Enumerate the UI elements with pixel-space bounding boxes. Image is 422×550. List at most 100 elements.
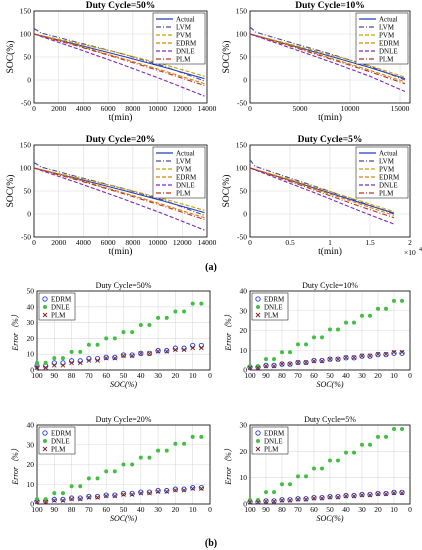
y-tick-label: 20 <box>27 334 35 343</box>
point-plm <box>43 365 48 370</box>
y-axis-label: SOC(%) <box>5 175 16 208</box>
chart-title: Duty Cycle=10% <box>302 281 358 290</box>
y-axis-label: SOC(%) <box>221 175 232 208</box>
chart-title: Duty Cycle=10% <box>295 1 365 11</box>
x-tick-label: 50 <box>120 371 128 380</box>
legend-swatch-plm <box>42 312 48 318</box>
point-plm <box>271 499 277 504</box>
point-plm <box>86 495 92 500</box>
legend-label: EDRM <box>176 40 197 48</box>
series-line-dnle <box>249 33 406 93</box>
y-tick-label: 0 <box>27 76 31 85</box>
series-line-lvm <box>33 28 205 82</box>
point-plm <box>121 492 126 497</box>
point-plm <box>51 362 57 368</box>
point-plm <box>43 499 48 505</box>
point-dnle <box>35 360 39 365</box>
y-tick-label: 150 <box>236 7 248 16</box>
series-line-lvm <box>33 162 205 216</box>
figure-label-b: (b) <box>205 538 217 549</box>
x-tick-label: 14000 <box>198 238 217 247</box>
x-tick-label: 80 <box>68 371 76 380</box>
point-dnle <box>392 298 396 303</box>
point-plm <box>164 489 170 494</box>
point-dnle <box>182 441 187 446</box>
point-dnle <box>69 484 74 489</box>
point-edrm <box>351 355 357 361</box>
x-axis-label: t(min) <box>318 112 342 123</box>
x-tick-label: 60 <box>310 505 318 514</box>
point-plm <box>399 490 405 496</box>
legend-label: LVM <box>379 24 395 32</box>
point-dnle <box>156 315 161 320</box>
point-plm <box>147 351 152 356</box>
legend-label: PLM <box>264 312 279 320</box>
point-plm <box>271 363 277 369</box>
x-tick-label: 30 <box>358 371 366 380</box>
chart-title: Duty Cycle=20% <box>86 135 156 145</box>
legend-box <box>152 146 206 199</box>
y-tick-label: 0 <box>27 210 31 219</box>
point-dnle <box>384 306 388 311</box>
point-edrm <box>383 351 389 358</box>
y-tick-label: 10 <box>27 350 35 359</box>
point-plm <box>367 353 373 359</box>
legend-label: EDRM <box>379 174 400 182</box>
point-edrm <box>60 496 66 503</box>
series-line-plm <box>249 167 395 219</box>
point-edrm <box>383 490 389 497</box>
point-edrm <box>351 492 357 499</box>
legend-label: DNLE <box>264 438 283 446</box>
point-edrm <box>279 497 285 503</box>
x-tick-label: 0 <box>248 238 252 247</box>
legend-swatch-edrm <box>42 430 48 436</box>
series-line-actual <box>33 167 205 214</box>
y-tick-label: 50 <box>27 287 35 296</box>
legend-swatch-dnle <box>256 439 260 443</box>
point-edrm <box>51 496 57 503</box>
legend-label: EDRM <box>51 430 72 438</box>
point-dnle <box>60 491 65 496</box>
y-tick-label: 0 <box>30 500 34 509</box>
x-axis-label: t(min) <box>109 112 133 123</box>
point-edrm <box>190 484 196 491</box>
point-edrm <box>86 493 92 500</box>
point-edrm <box>311 357 317 364</box>
y-axis-label: SOC(%) <box>5 41 16 74</box>
point-plm <box>263 363 269 369</box>
legend-label: PLM <box>51 446 66 454</box>
point-dnle <box>156 448 161 453</box>
point-dnle <box>312 335 316 340</box>
x-tick-label: 10 <box>189 371 197 380</box>
point-plm <box>295 496 301 502</box>
y-tick-label: 10 <box>27 480 35 489</box>
y-tick-label: 50 <box>240 53 248 62</box>
point-edrm <box>327 356 333 362</box>
point-plm <box>199 486 204 491</box>
legend-label: Actual <box>379 150 398 158</box>
x-tick-label: 50 <box>326 505 334 514</box>
point-plm <box>375 351 381 357</box>
panel-a3: 0 2000 4000 6000 8000 10000 12000 14000-5005010… <box>5 135 217 257</box>
legend-label: Actual <box>176 16 195 24</box>
point-dnle <box>52 491 57 496</box>
point-dnle <box>112 469 117 474</box>
point-dnle <box>264 357 268 362</box>
point-dnle <box>52 356 57 361</box>
point-dnle <box>344 320 348 325</box>
point-plm <box>181 487 187 493</box>
legend-label: DNLE <box>176 48 195 56</box>
legend-label: LVM <box>379 158 395 166</box>
x-tick-label: 100 <box>31 371 43 380</box>
point-plm <box>319 358 325 364</box>
point-plm <box>164 349 170 354</box>
point-plm <box>190 486 196 491</box>
legend-swatch-edrm <box>255 296 261 302</box>
figure-label-a: (a) <box>205 262 217 273</box>
x-tick-label: 10000 <box>148 238 167 247</box>
x-tick-label: 8000 <box>125 238 140 247</box>
